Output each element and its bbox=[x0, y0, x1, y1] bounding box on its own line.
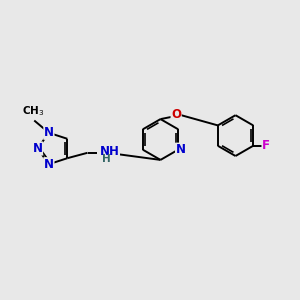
Text: F: F bbox=[262, 139, 270, 152]
Text: N: N bbox=[44, 158, 54, 171]
Text: NH: NH bbox=[100, 146, 119, 158]
Text: H: H bbox=[102, 154, 111, 164]
Text: N: N bbox=[44, 126, 54, 139]
Text: N: N bbox=[32, 142, 43, 155]
Text: N: N bbox=[176, 143, 186, 156]
Text: CH$_3$: CH$_3$ bbox=[22, 104, 44, 118]
Text: O: O bbox=[171, 108, 181, 122]
